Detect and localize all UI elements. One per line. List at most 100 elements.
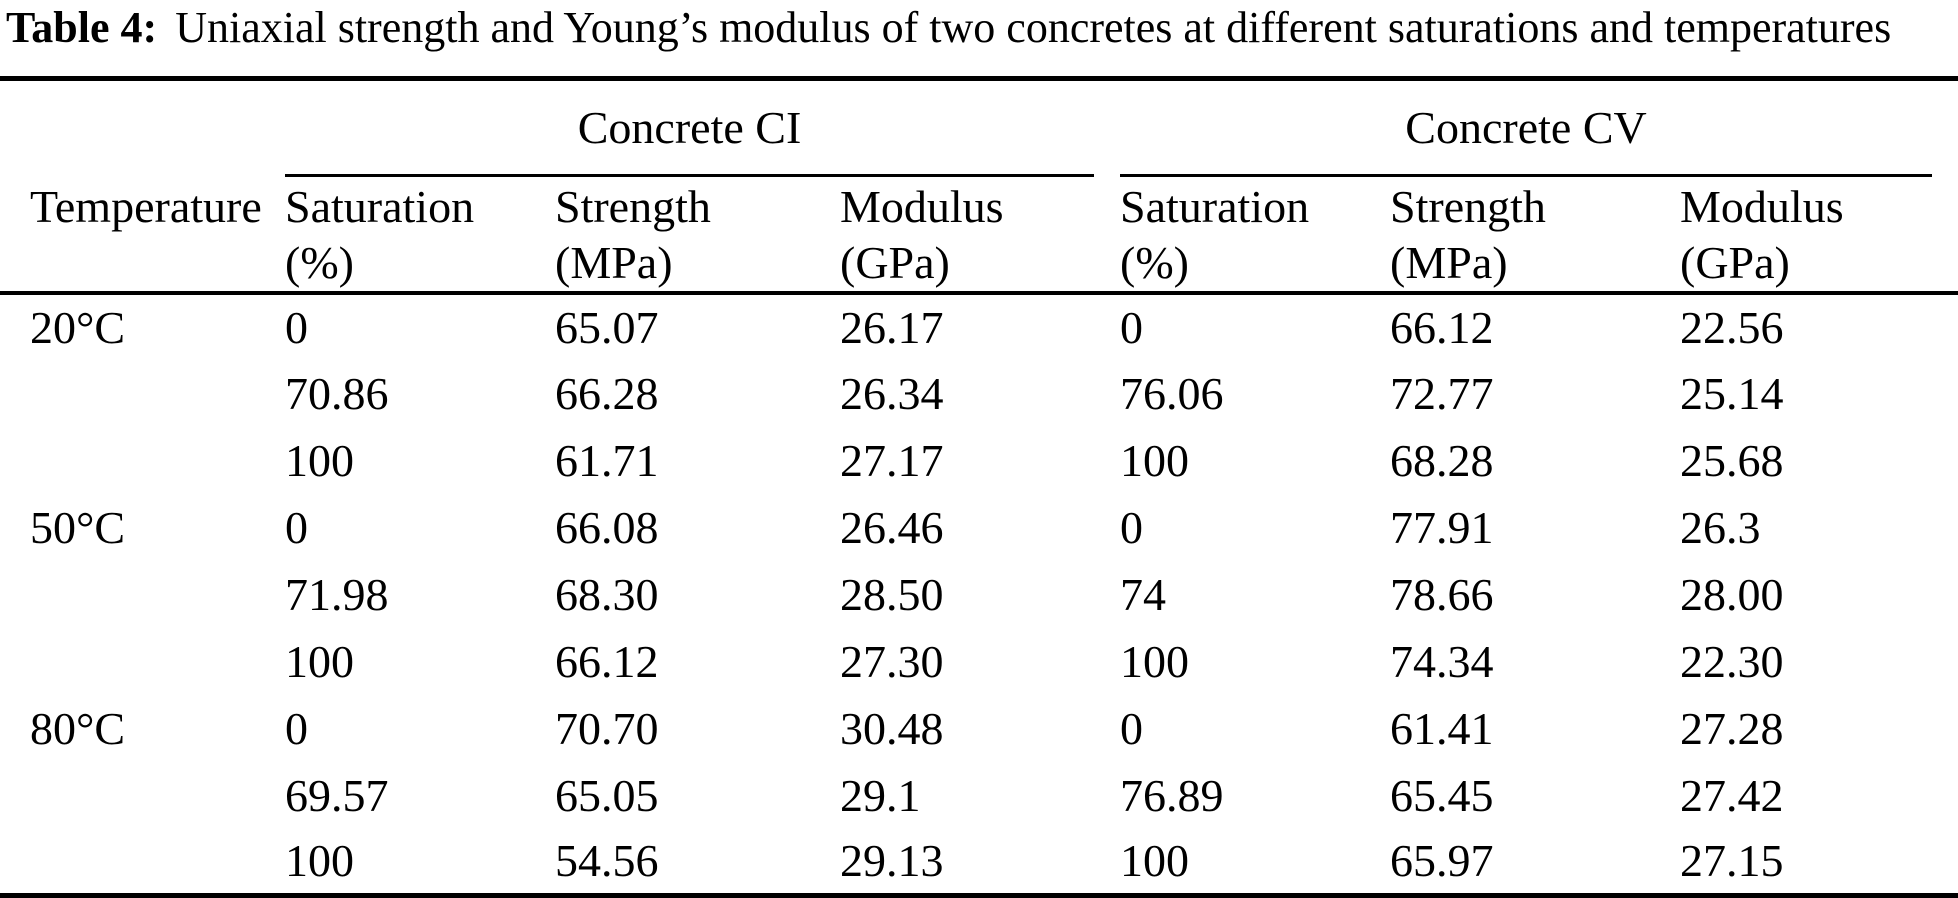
column-header-line2: (%) — [285, 236, 354, 288]
cell-ci-strength: 54.56 — [555, 835, 659, 887]
cell-ci-modulus: 29.1 — [840, 769, 921, 821]
cell-ci-strength: 65.05 — [555, 769, 659, 821]
cell-ci-strength: 61.71 — [555, 434, 659, 486]
table-row: 70.86 66.28 26.34 76.06 72.77 25.14 — [0, 360, 1958, 427]
cell-cv-saturation: 100 — [1120, 635, 1190, 687]
cell-ci-strength: 66.28 — [555, 367, 659, 419]
column-header-line1: Modulus — [1680, 180, 1844, 232]
cell-ci-modulus: 26.34 — [840, 367, 944, 419]
table-label: Table 4: — [6, 3, 158, 52]
cell-ci-strength: 70.70 — [555, 702, 659, 754]
cell-ci-strength: 68.30 — [555, 568, 659, 620]
column-header-row: Temperature Saturation (%) Strength (MPa… — [0, 176, 1958, 295]
cell-cv-saturation: 100 — [1120, 835, 1190, 887]
group-header-row: Concrete CI Concrete CV — [0, 79, 1958, 177]
cell-cv-strength: 74.34 — [1390, 635, 1494, 687]
cell-temperature — [0, 628, 285, 695]
cell-cv-saturation: 0 — [1120, 702, 1144, 754]
cell-cv-modulus: 26.3 — [1680, 501, 1761, 553]
table-title: Table 4: Uniaxial strength and Young’s mo… — [0, 0, 1958, 76]
cell-cv-modulus: 27.28 — [1680, 702, 1784, 754]
column-header-line1: Strength — [1390, 180, 1546, 232]
cell-cv-strength: 78.66 — [1390, 568, 1494, 620]
cell-temperature — [0, 360, 285, 427]
cell-ci-modulus: 27.17 — [840, 434, 944, 486]
cell-cv-modulus: 22.56 — [1680, 301, 1784, 353]
cell-cv-modulus: 22.30 — [1680, 635, 1784, 687]
cell-ci-strength: 66.12 — [555, 635, 659, 687]
cell-cv-saturation: 76.06 — [1120, 367, 1224, 419]
cell-ci-saturation: 69.57 — [285, 769, 389, 821]
column-header-line2: (GPa) — [840, 236, 950, 288]
column-header-line1: Saturation — [285, 180, 475, 232]
column-header-ci-modulus: Modulus (GPa) — [840, 176, 1121, 295]
table-row: 100 54.56 29.13 100 65.97 27.15 — [0, 829, 1958, 896]
cell-cv-saturation: 0 — [1120, 501, 1144, 553]
column-header-cv-saturation: Saturation (%) — [1120, 176, 1391, 295]
cell-cv-strength: 61.41 — [1390, 702, 1494, 754]
cell-ci-modulus: 26.46 — [840, 501, 944, 553]
cell-cv-saturation: 100 — [1120, 434, 1190, 486]
cell-ci-saturation: 0 — [285, 501, 308, 553]
cell-ci-modulus: 28.50 — [840, 568, 944, 620]
cell-temperature — [0, 561, 285, 628]
cell-ci-modulus: 29.13 — [840, 835, 944, 887]
column-header-line1: Modulus — [840, 180, 1004, 232]
table-caption: Uniaxial strength and Young’s modulus of… — [175, 3, 1892, 52]
cell-cv-strength: 68.28 — [1390, 434, 1494, 486]
table-row: 100 61.71 27.17 100 68.28 25.68 — [0, 427, 1958, 494]
column-header-line2: (GPa) — [1680, 236, 1790, 288]
column-header-temperature: Temperature — [0, 176, 285, 295]
cell-ci-saturation: 0 — [285, 301, 308, 353]
cell-cv-saturation: 76.89 — [1120, 769, 1224, 821]
group-header-ci-label: Concrete CI — [285, 81, 1095, 177]
group-header-ci: Concrete CI — [285, 79, 1120, 177]
table-row: 20°C 0 65.07 26.17 0 66.12 22.56 — [0, 293, 1958, 360]
column-header-cv-strength: Strength (MPa) — [1390, 176, 1681, 295]
cell-cv-modulus: 25.68 — [1680, 434, 1784, 486]
group-header-cv: Concrete CV — [1120, 79, 1958, 177]
table-row: 69.57 65.05 29.1 76.89 65.45 27.42 — [0, 762, 1958, 829]
column-header-line1: Saturation — [1120, 180, 1310, 232]
cell-temperature: 50°C — [30, 501, 126, 553]
cell-temperature: 20°C — [30, 301, 126, 353]
cell-cv-modulus: 27.15 — [1680, 835, 1784, 887]
cell-temperature — [0, 762, 285, 829]
table-row: 100 66.12 27.30 100 74.34 22.30 — [0, 628, 1958, 695]
cell-temperature: 80°C — [30, 702, 126, 754]
column-header-cv-modulus: Modulus (GPa) — [1680, 176, 1958, 295]
cell-ci-modulus: 27.30 — [840, 635, 944, 687]
column-header-line1: Strength — [555, 180, 711, 232]
column-header-line2: (MPa) — [1390, 236, 1508, 288]
cell-cv-strength: 66.12 — [1390, 301, 1494, 353]
cell-cv-modulus: 27.42 — [1680, 769, 1784, 821]
cell-ci-saturation: 71.98 — [285, 568, 389, 620]
column-header-ci-saturation: Saturation (%) — [285, 176, 555, 295]
cell-cv-strength: 72.77 — [1390, 367, 1494, 419]
table-row: 80°C 0 70.70 30.48 0 61.41 27.28 — [0, 695, 1958, 762]
cell-cv-saturation: 74 — [1120, 568, 1167, 620]
cell-ci-modulus: 26.17 — [840, 301, 944, 353]
cell-ci-saturation: 100 — [285, 434, 354, 486]
cell-ci-saturation: 100 — [285, 835, 354, 887]
column-header-line2: (MPa) — [555, 236, 673, 288]
column-header-line2: (%) — [1120, 236, 1189, 288]
cell-ci-strength: 66.08 — [555, 501, 659, 553]
cell-cv-modulus: 25.14 — [1680, 367, 1784, 419]
cell-ci-strength: 65.07 — [555, 301, 659, 353]
cell-ci-saturation: 70.86 — [285, 367, 389, 419]
table-row: 50°C 0 66.08 26.46 0 77.91 26.3 — [0, 494, 1958, 561]
data-table: Concrete CI Concrete CV Temperature Satu… — [0, 76, 1958, 898]
column-header-temperature-label: Temperature — [30, 180, 262, 232]
group-header-cv-label: Concrete CV — [1120, 81, 1933, 177]
cell-cv-strength: 65.97 — [1390, 835, 1494, 887]
cell-cv-saturation: 0 — [1120, 301, 1144, 353]
cell-temperature — [0, 427, 285, 494]
cell-ci-modulus: 30.48 — [840, 702, 944, 754]
table-row: 71.98 68.30 28.50 74 78.66 28.00 — [0, 561, 1958, 628]
cell-cv-modulus: 28.00 — [1680, 568, 1784, 620]
cell-cv-strength: 65.45 — [1390, 769, 1494, 821]
group-header-spacer — [0, 79, 285, 177]
cell-ci-saturation: 0 — [285, 702, 308, 754]
cell-cv-strength: 77.91 — [1390, 501, 1494, 553]
